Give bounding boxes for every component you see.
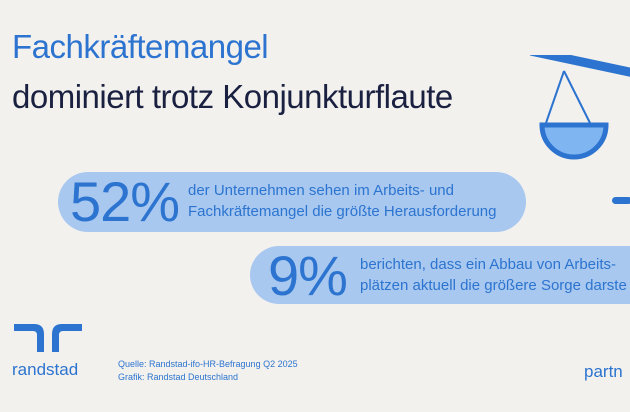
stat-pill-9: 9% berichten, dass ein Abbau von Arbeits… [250,246,630,304]
stat-description-line: der Unternehmen sehen im Arbeits- und [188,182,454,199]
balance-scale-icon [530,55,630,204]
stat-description: berichten, dass ein Abbau von Arbeits- p… [360,254,627,296]
source-note: Quelle: Randstad-ifo-HR-Befragung Q2 202… [118,358,298,384]
page-title-line-1: Fachkräftemangel [12,28,269,65]
source-line: Quelle: Randstad-ifo-HR-Befragung Q2 202… [118,359,298,369]
page-title-line-2: dominiert trotz Konjunkturflaute [12,78,453,115]
randstad-wordmark: randstad [12,360,79,379]
stat-value: 9% [268,246,348,304]
stat-pill-52: 52% der Unternehmen sehen im Arbeits- un… [58,172,526,232]
stat-value: 52% [70,172,180,232]
stat-description-line: berichten, dass ein Abbau von Arbeits- [360,256,616,273]
stat-description: der Unternehmen sehen im Arbeits- und Fa… [188,180,497,222]
partner-text: partn [584,362,623,381]
stat-description-line: Fachkräftemangel die größte Herausforder… [188,203,497,220]
stat-description-line: plätzen aktuell die größere Sorge darste [360,277,627,294]
graphic-credit-line: Grafik: Randstad Deutschland [118,372,239,382]
randstad-logo-icon [14,324,82,352]
